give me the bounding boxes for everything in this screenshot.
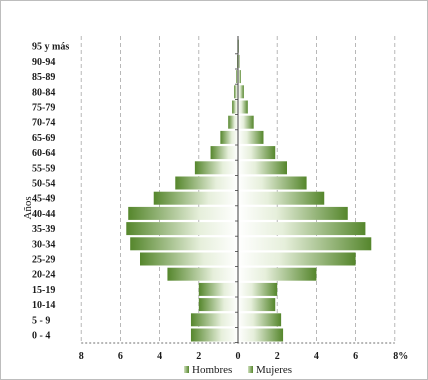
y-tick-label: 30-34: [32, 239, 55, 250]
legend-label-mujeres: Mujeres: [256, 364, 292, 376]
x-tick-label: 6: [118, 351, 123, 362]
y-tick-label: 35-39: [32, 224, 55, 235]
y-tick-label: 90-94: [32, 57, 55, 68]
bar-mujeres: [238, 298, 276, 312]
bar-hombres: [232, 100, 238, 114]
legend: Hombres Mujeres: [184, 364, 292, 376]
bar-hombres: [220, 130, 238, 144]
x-tick-label: 0: [236, 351, 241, 362]
bar-hombres: [210, 146, 238, 160]
x-tick-label: 2: [196, 351, 201, 362]
bar-mujeres: [238, 282, 278, 296]
legend-label-hombres: Hombres: [192, 364, 232, 376]
bar-hombres: [153, 191, 238, 205]
y-tick-label: 75-79: [32, 103, 55, 114]
y-tick-label: 60-64: [32, 148, 55, 159]
y-tick-label: 95 y más: [32, 42, 69, 53]
y-tick-label: 40-44: [32, 209, 55, 220]
bar-hombres: [234, 85, 238, 99]
y-tick-label: 25-29: [32, 255, 55, 266]
x-tick-label: 6: [353, 351, 358, 362]
bar-mujeres: [238, 206, 348, 220]
bar-hombres: [190, 328, 238, 342]
bar-hombres: [167, 267, 238, 281]
x-tick-labels: 8 6 4 2 0 2 4 6 8%: [79, 351, 409, 362]
y-tick-labels: 0 - 4 5 - 9 10-14 15-19 20-24 25-29 30-34 35-39…: [32, 42, 69, 342]
bar-hombres: [190, 313, 238, 327]
bar-mujeres: [238, 85, 244, 99]
bar-mujeres: [238, 146, 276, 160]
legend-swatch-mujeres: [248, 366, 253, 373]
bar-hombres: [194, 161, 238, 175]
bar-mujeres: [238, 222, 366, 236]
bar-mujeres: [238, 267, 317, 281]
y-tick-label: 5 - 9: [32, 315, 50, 326]
bar-hombres: [175, 176, 238, 190]
x-tick-label: 8: [79, 351, 84, 362]
bar-mujeres: [238, 115, 254, 129]
y-tick-label: 45-49: [32, 194, 55, 205]
y-tick-label: 50-54: [32, 179, 55, 190]
bar-mujeres: [238, 54, 240, 68]
x-tick-label: 2: [275, 351, 280, 362]
x-tick-label: 8%: [393, 351, 408, 362]
bar-hombres: [198, 298, 238, 312]
x-tick-label: 4: [314, 351, 319, 362]
y-tick-label: 20-24: [32, 270, 55, 281]
legend-swatch-hombres: [184, 366, 189, 373]
bar-mujeres: [238, 70, 241, 84]
bar-hombres: [140, 252, 238, 266]
bar-mujeres: [238, 100, 248, 114]
y-tick-label: 70-74: [32, 118, 55, 129]
bar-mujeres: [238, 237, 372, 251]
bar-mujeres: [238, 313, 282, 327]
y-tick-label: 80-84: [32, 87, 55, 98]
bar-hombres: [130, 237, 238, 251]
y-tick-label: 0 - 4: [32, 331, 50, 342]
bar-mujeres: [238, 176, 307, 190]
bar-hombres: [198, 282, 238, 296]
bar-mujeres: [238, 252, 356, 266]
y-axis-title: Años: [22, 196, 34, 219]
bar-mujeres: [238, 328, 284, 342]
axes: [81, 36, 395, 344]
y-tick-label: 85-89: [32, 72, 55, 83]
bar-hombres: [236, 70, 238, 84]
x-tick-label: 4: [157, 351, 162, 362]
bar-hombres: [128, 206, 238, 220]
y-tick-label: 55-59: [32, 163, 55, 174]
bar-mujeres: [238, 161, 287, 175]
bar-mujeres: [238, 191, 325, 205]
bars: [126, 39, 372, 342]
bar-hombres: [228, 115, 238, 129]
bar-hombres: [126, 222, 238, 236]
y-tick-label: 65-69: [32, 133, 55, 144]
bar-mujeres: [238, 130, 264, 144]
y-tick-label: 15-19: [32, 285, 55, 296]
y-tick-label: 10-14: [32, 300, 55, 311]
